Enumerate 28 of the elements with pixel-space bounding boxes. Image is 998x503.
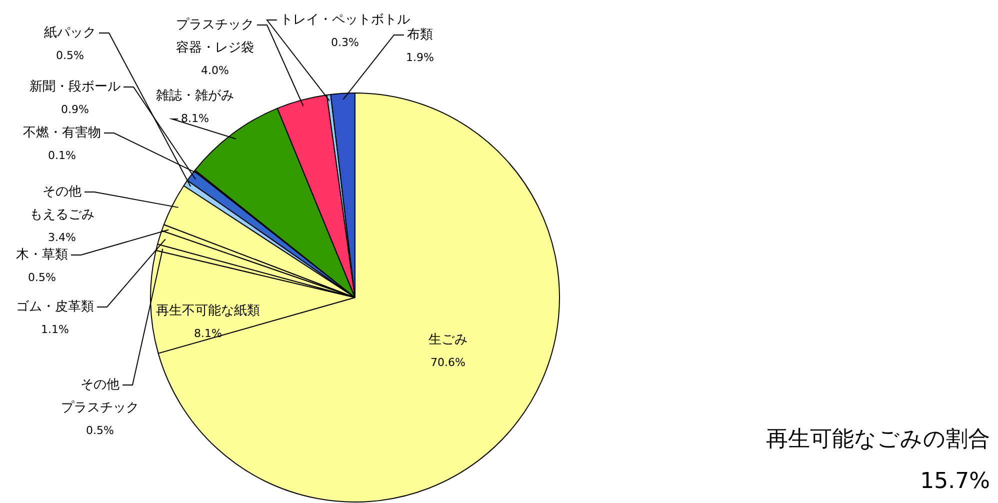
data-label: 4.0% xyxy=(201,64,229,77)
slice-label: プラスチック容器・レジ袋 xyxy=(176,17,254,56)
slice-label: その他もえるごみ xyxy=(30,184,94,222)
slice-label: 不燃・有害物 xyxy=(23,124,101,140)
text: 再生可能なごみの割合 xyxy=(766,426,990,454)
slice-label: トレイ・ペットボトル xyxy=(280,12,410,28)
data-label: 0.5% xyxy=(56,48,84,62)
data-label: 70.6% xyxy=(430,356,466,369)
data-label: 8.1% xyxy=(194,326,222,340)
data-label: 0.5% xyxy=(86,424,114,437)
slice-label: 紙パック xyxy=(44,25,96,40)
data-label: 0.1% xyxy=(48,148,76,162)
slice-label: 木・草類 xyxy=(16,247,68,262)
data-label: 0.9% xyxy=(61,102,89,116)
slice-label: ゴム・皮革類 xyxy=(16,299,94,314)
data-label: 0.5% xyxy=(28,270,56,284)
data-label: 1.1% xyxy=(41,322,69,336)
slice-label: 雑誌・雑がみ xyxy=(156,88,234,104)
data-label: 8.1% xyxy=(181,112,209,125)
slice-label: 新聞・段ボール xyxy=(30,79,120,94)
slice-label: 布類 xyxy=(407,27,433,42)
slice-label: その他プラスチック xyxy=(61,377,139,416)
data-label: 0.3% xyxy=(331,36,359,49)
text: 15.7% xyxy=(920,469,990,494)
slice-label: 再生不可能な紙類 xyxy=(156,303,260,318)
slice-label: 生ごみ xyxy=(428,332,468,348)
data-label: 1.9% xyxy=(406,50,434,64)
data-label: 3.4% xyxy=(48,230,76,244)
